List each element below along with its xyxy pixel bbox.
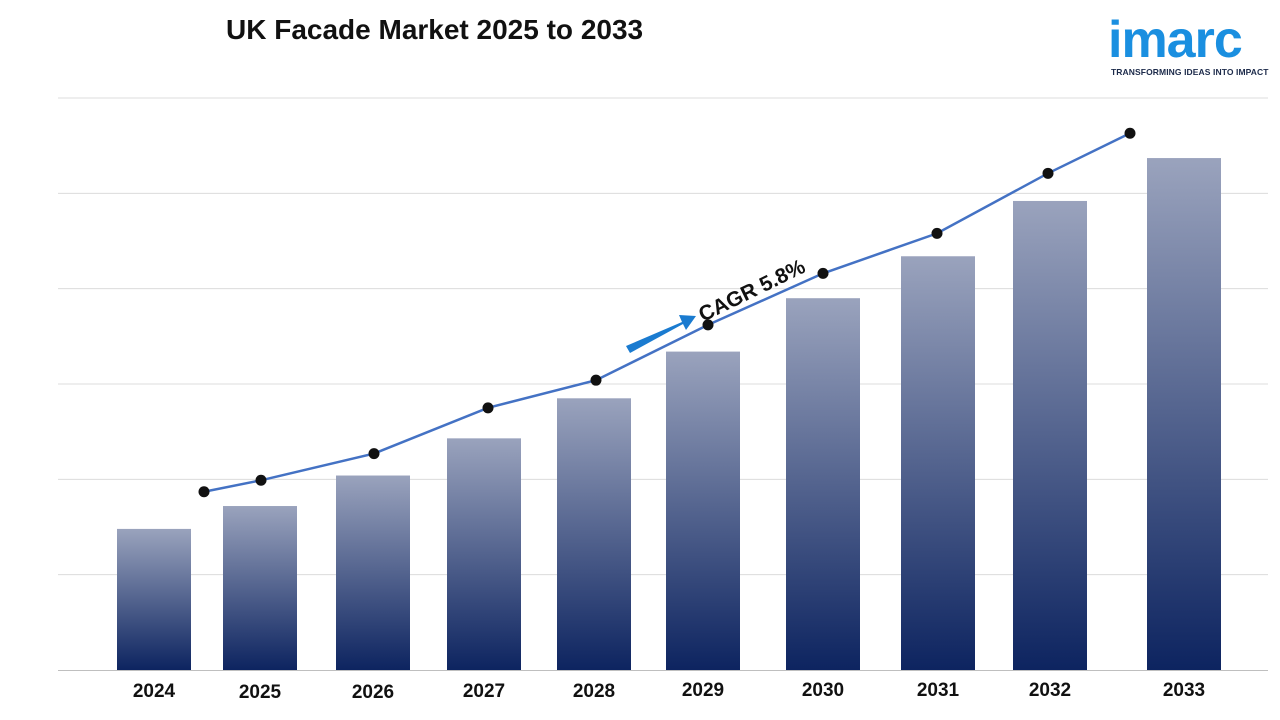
- trend-point-2024: [198, 486, 210, 498]
- bar-2029: [666, 351, 740, 670]
- imarc-logo: imarc TRANSFORMING IDEAS INTO IMPACT: [1108, 6, 1274, 80]
- trend-point-2025: [255, 474, 267, 486]
- trend-point-2033: [1124, 127, 1136, 139]
- trend-point-2026: [368, 448, 380, 460]
- x-tick-label: 2030: [802, 680, 844, 701]
- trend-polyline: [203, 132, 1131, 493]
- bar-2028: [557, 398, 631, 670]
- x-tick-label: 2031: [917, 680, 960, 701]
- cagr-arrow-icon: [626, 315, 696, 353]
- x-tick-label: 2025: [239, 682, 282, 703]
- x-tick-label: 2028: [573, 681, 615, 702]
- trend-point-2027: [482, 402, 494, 414]
- chart-title: UK Facade Market 2025 to 2033: [226, 14, 644, 45]
- cagr-annotation: CAGR 5.8%: [626, 255, 809, 353]
- x-tick-label: 2032: [1029, 680, 1071, 701]
- trend-point-2031: [931, 227, 943, 239]
- trend-point-2030: [817, 267, 829, 279]
- x-axis-ticks: 2024 2025 2026 2027 2028 2029 2030 2031 2032 2033: [133, 680, 1205, 703]
- bar-2026: [336, 475, 410, 670]
- trend-point-2029: [702, 319, 714, 331]
- logo-tagline: TRANSFORMING IDEAS INTO IMPACT: [1111, 67, 1269, 77]
- trend-point-2032: [1042, 167, 1054, 179]
- bar-2032: [1013, 200, 1087, 670]
- x-tick-label: 2027: [463, 681, 505, 702]
- logo-wordmark: imarc: [1108, 11, 1243, 69]
- bar-2033: [1147, 158, 1221, 670]
- bar-2027: [447, 438, 521, 670]
- bars: [117, 158, 1221, 670]
- bar-2031: [901, 256, 975, 670]
- x-tick-label: 2024: [133, 681, 176, 702]
- bar-2030: [786, 298, 860, 670]
- bar-2024: [117, 528, 191, 670]
- x-tick-label: 2026: [352, 682, 394, 703]
- trend-point-2028: [590, 374, 602, 386]
- x-tick-label: 2029: [682, 680, 724, 701]
- bar-2025: [223, 506, 297, 670]
- trend-line: [198, 127, 1136, 498]
- x-tick-label: 2033: [1163, 680, 1205, 701]
